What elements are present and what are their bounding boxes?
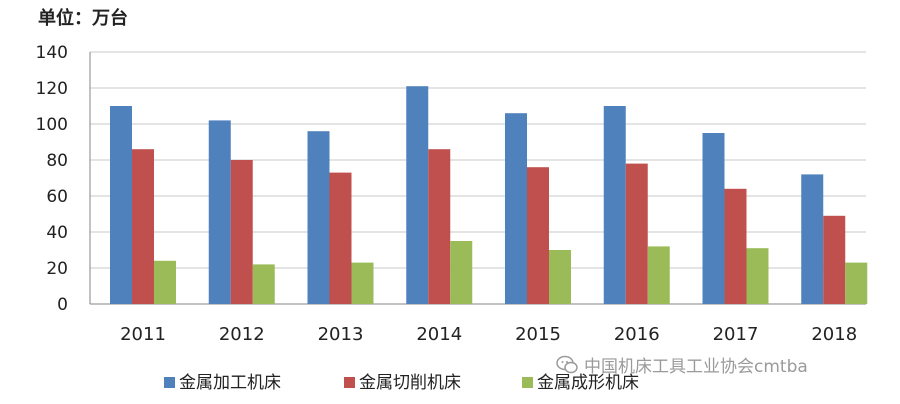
bar-2017-1 <box>724 188 747 304</box>
x-tick-label: 2016 <box>614 324 660 345</box>
bar-2017-0 <box>702 133 725 304</box>
bar-2016-1 <box>625 163 648 304</box>
bar-2011-0 <box>110 106 132 304</box>
bar-2017-2 <box>746 248 769 304</box>
bar-2013-0 <box>307 131 330 304</box>
x-tick-label: 2017 <box>713 324 759 345</box>
y-tick-label: 60 <box>46 187 68 207</box>
x-tick-label: 2018 <box>811 324 857 345</box>
x-tick-label: 2012 <box>219 324 265 345</box>
y-axis-ticks: 0 20 40 60 80 100 120 140 <box>36 43 68 315</box>
legend: 金属加工机床 金属切削机床 金属成形机床 <box>164 373 639 393</box>
y-tick-label: 140 <box>36 43 68 63</box>
unit-label: 单位：万台 <box>38 8 128 29</box>
watermark-text: 中国机床工具工业协会cmtba <box>584 357 808 377</box>
x-tick-label: 2015 <box>515 324 561 345</box>
bar-2018-1 <box>823 215 846 304</box>
x-tick-label: 2011 <box>120 324 166 345</box>
y-tick-label: 80 <box>46 151 68 171</box>
y-tick-label: 20 <box>46 259 68 279</box>
bar-2014-2 <box>450 241 473 304</box>
bar-2015-2 <box>549 250 571 304</box>
bar-2018-2 <box>845 262 868 304</box>
bar-2016-0 <box>603 106 626 304</box>
y-tick-label: 40 <box>46 223 68 243</box>
x-tick-label: 2014 <box>416 324 462 345</box>
legend-label: 金属切削机床 <box>359 373 461 393</box>
bar-2015-0 <box>505 113 527 304</box>
bar-2014-0 <box>406 86 429 304</box>
legend-swatch <box>344 377 355 388</box>
legend-swatch <box>164 377 175 388</box>
legend-label: 金属成形机床 <box>537 373 639 393</box>
bars <box>110 86 868 305</box>
legend-label: 金属加工机床 <box>179 373 281 393</box>
y-tick-label: 0 <box>57 295 68 315</box>
wechat-icon <box>556 355 578 373</box>
y-tick-label: 120 <box>36 79 68 99</box>
y-tick-label: 100 <box>36 115 68 135</box>
bar-2012-0 <box>208 120 231 305</box>
watermark: 中国机床工具工业协会cmtba <box>556 352 808 377</box>
bar-2012-1 <box>230 160 253 304</box>
bar-2011-2 <box>154 260 176 304</box>
x-tick-label: 2013 <box>318 324 364 345</box>
legend-swatch <box>522 377 533 388</box>
bar-2015-1 <box>527 167 549 304</box>
bar-2018-0 <box>801 174 824 304</box>
bar-2013-2 <box>351 262 374 304</box>
bar-2014-1 <box>428 149 451 304</box>
bar-2012-2 <box>252 264 275 304</box>
bar-2013-1 <box>329 172 352 304</box>
x-axis-ticks: 2011 2012 2013 2014 2015 2016 2017 2018 <box>120 324 857 345</box>
bar-2011-1 <box>132 149 154 304</box>
bar-2016-2 <box>647 246 670 304</box>
